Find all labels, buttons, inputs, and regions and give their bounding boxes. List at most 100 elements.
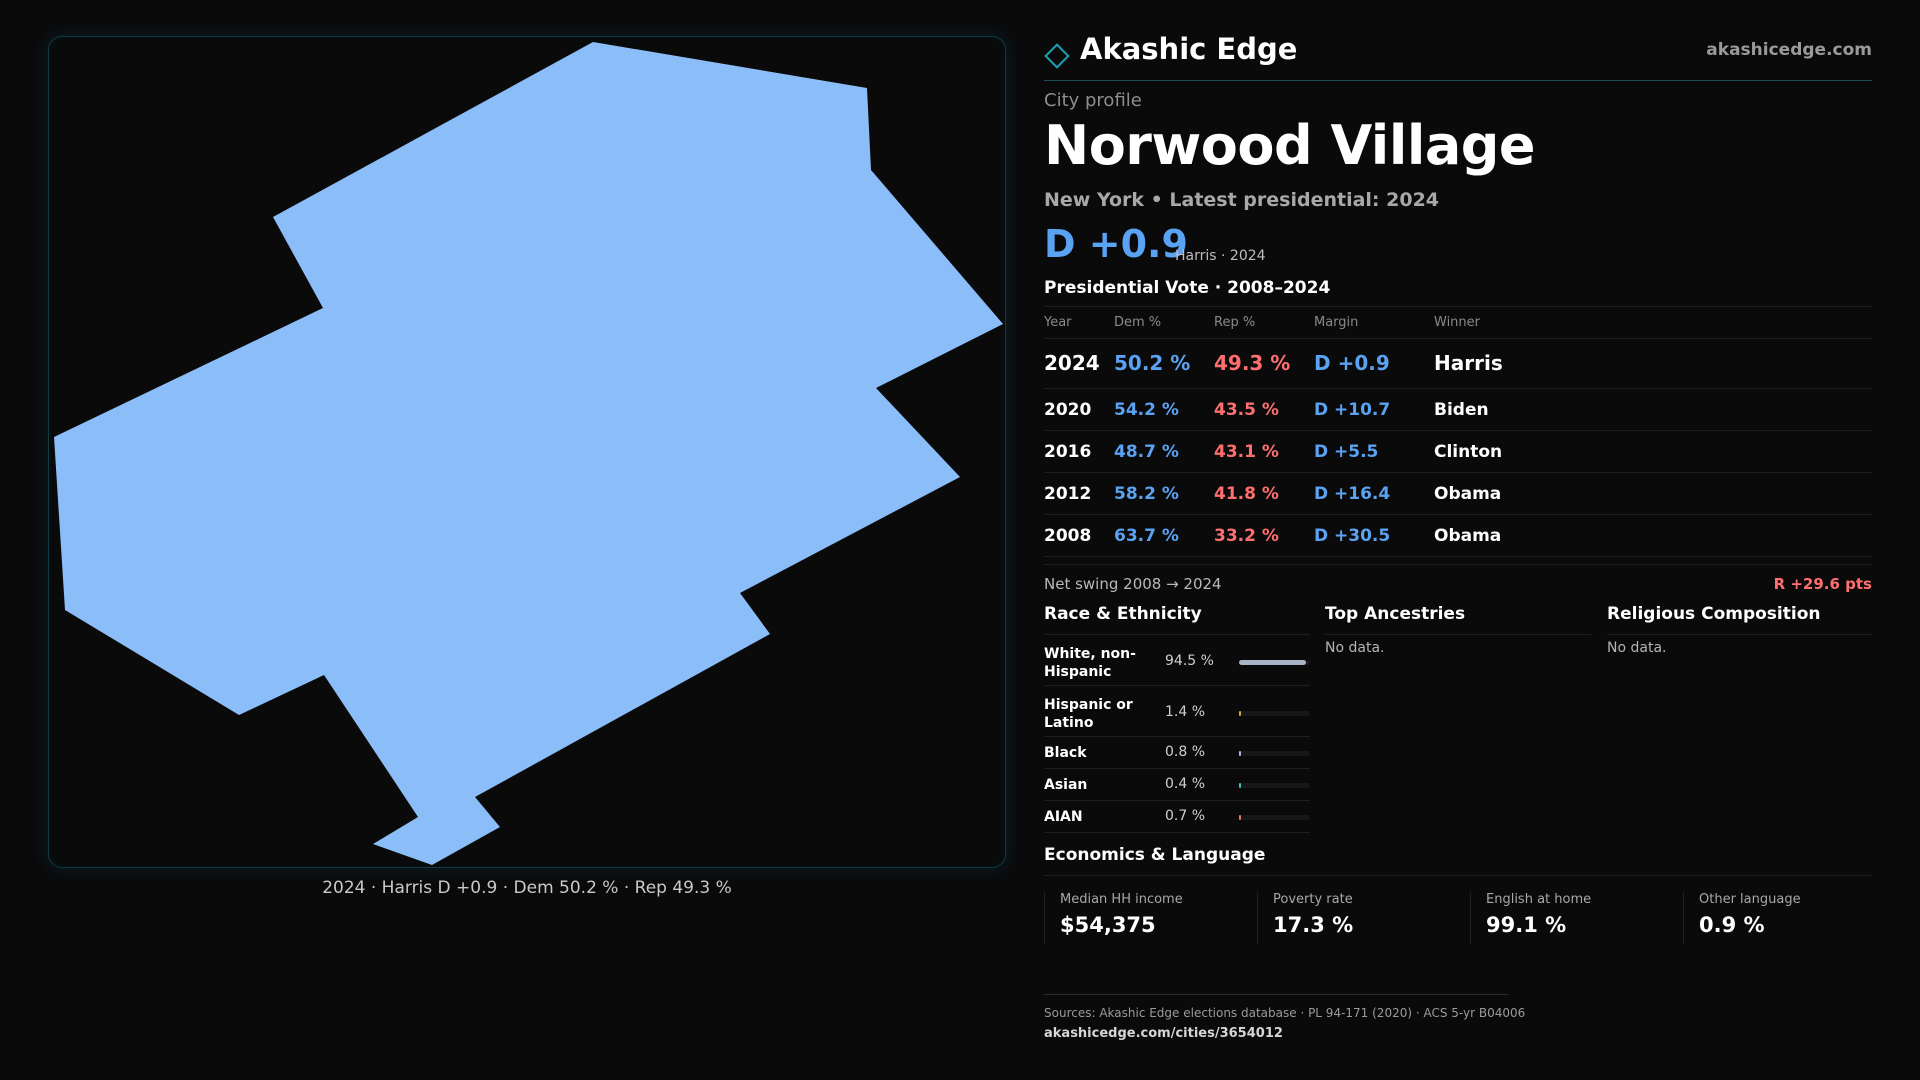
year-cell: 2016 <box>1044 442 1092 462</box>
race-bar-fill <box>1239 815 1241 820</box>
stat-value: 0.9 % <box>1699 913 1765 937</box>
rep-cell: 49.3 % <box>1214 351 1291 375</box>
race-bar-track <box>1239 711 1310 716</box>
year-cell: 2020 <box>1044 400 1092 420</box>
winner-cell: Obama <box>1434 484 1502 504</box>
margin-cell: D +10.7 <box>1314 400 1391 420</box>
rep-cell: 33.2 % <box>1214 526 1279 546</box>
stat-label: Poverty rate <box>1273 892 1353 907</box>
race-row: Black 0.8 % <box>1044 737 1310 769</box>
stat-label: Median HH income <box>1060 892 1183 907</box>
net-swing-row: Net swing 2008 → 2024 R +29.6 pts <box>1044 564 1872 595</box>
latest-margin-detail: Harris · 2024 <box>1175 248 1266 264</box>
page-url-link[interactable]: akashicedge.com/cities/3654012 <box>1044 1026 1283 1041</box>
race-bar-track <box>1239 815 1310 820</box>
race-bar-track <box>1239 783 1310 788</box>
winner-cell: Obama <box>1434 526 1502 546</box>
dem-cell: 50.2 % <box>1114 351 1191 375</box>
margin-cell: D +0.9 <box>1314 351 1390 375</box>
stat-other-language: Other language 0.9 % <box>1683 892 1801 944</box>
site-header: Akashic Edge akashicedge.com <box>1044 30 1872 81</box>
stat-value: 99.1 % <box>1486 913 1567 937</box>
race-label: AIAN <box>1044 809 1083 825</box>
race-label: White, non-Hispanic <box>1044 646 1136 680</box>
religion-empty-text: No data. <box>1607 640 1667 656</box>
race-label: Black <box>1044 745 1087 761</box>
net-swing-label: Net swing 2008 → 2024 <box>1044 575 1222 593</box>
economics-divider <box>1044 875 1872 876</box>
race-label: Hispanic or Latino <box>1044 697 1133 731</box>
rep-cell: 43.1 % <box>1214 442 1279 462</box>
rep-cell: 41.8 % <box>1214 484 1279 504</box>
map-caption: 2024 · Harris D +0.9 · Dem 50.2 % · Rep … <box>322 878 732 898</box>
table-row: 2024 50.2 % 49.3 % D +0.9 Harris <box>1044 339 1872 389</box>
year-cell: 2008 <box>1044 526 1092 546</box>
race-percent: 1.4 % <box>1165 704 1206 720</box>
race-percent: 0.8 % <box>1165 744 1206 760</box>
race-percent: 94.5 % <box>1165 653 1214 669</box>
dem-cell: 58.2 % <box>1114 484 1179 504</box>
dem-cell: 48.7 % <box>1114 442 1179 462</box>
race-bar-fill <box>1239 660 1307 665</box>
economics-section-title: Economics & Language <box>1044 845 1266 865</box>
table-row: 2008 63.7 % 33.2 % D +30.5 Obama <box>1044 515 1872 557</box>
table-row: 2016 48.7 % 43.1 % D +5.5 Clinton <box>1044 431 1872 473</box>
margin-cell: D +5.5 <box>1314 442 1379 462</box>
stat-label: Other language <box>1699 892 1801 907</box>
race-row: Hispanic or Latino 1.4 % <box>1044 686 1310 737</box>
page-title: Norwood Village <box>1044 114 1536 177</box>
winner-cell: Biden <box>1434 400 1489 420</box>
column-header-margin: Margin <box>1314 315 1359 330</box>
winner-cell: Clinton <box>1434 442 1503 462</box>
race-bar-track <box>1239 660 1310 665</box>
dem-cell: 63.7 % <box>1114 526 1179 546</box>
vote-table: Year Dem % Rep % Margin Winner 2024 50.2… <box>1044 306 1872 557</box>
stat-poverty-rate: Poverty rate 17.3 % <box>1257 892 1353 944</box>
table-row: 2012 58.2 % 41.8 % D +16.4 Obama <box>1044 473 1872 515</box>
religion-divider <box>1607 634 1872 635</box>
city-boundary-map <box>54 42 1003 865</box>
sources-text: Sources: Akashic Edge elections database… <box>1044 1006 1526 1020</box>
latest-margin: D +0.9 <box>1044 222 1188 266</box>
race-row: White, non-Hispanic 94.5 % <box>1044 635 1310 686</box>
vote-section-title: Presidential Vote · 2008–2024 <box>1044 278 1331 298</box>
year-cell: 2024 <box>1044 351 1100 375</box>
column-header-rep: Rep % <box>1214 315 1256 330</box>
city-meta: New York • Latest presidential: 2024 <box>1044 189 1440 211</box>
margin-cell: D +16.4 <box>1314 484 1391 504</box>
race-bar-track <box>1239 751 1310 756</box>
stat-median-income: Median HH income $54,375 <box>1044 892 1183 944</box>
race-row: AIAN 0.7 % <box>1044 801 1310 833</box>
winner-cell: Harris <box>1434 351 1503 375</box>
race-label: Asian <box>1044 777 1088 793</box>
column-header-winner: Winner <box>1434 315 1481 330</box>
footer-divider <box>1044 994 1508 995</box>
race-row: Asian 0.4 % <box>1044 769 1310 801</box>
net-swing-value: R +29.6 pts <box>1773 575 1872 593</box>
race-percent: 0.7 % <box>1165 808 1206 824</box>
stat-value: 17.3 % <box>1273 913 1354 937</box>
table-header-row: Year Dem % Rep % Margin Winner <box>1044 307 1872 339</box>
eyebrow-label: City profile <box>1044 90 1142 111</box>
ancestries-divider <box>1325 634 1591 635</box>
logo-diamond-icon <box>1044 43 1070 69</box>
religion-section-title: Religious Composition <box>1607 604 1821 624</box>
margin-cell: D +30.5 <box>1314 526 1391 546</box>
race-bar-fill <box>1239 711 1241 716</box>
ancestries-empty-text: No data. <box>1325 640 1385 656</box>
race-percent: 0.4 % <box>1165 776 1206 792</box>
stat-english-at-home: English at home 99.1 % <box>1470 892 1591 944</box>
race-bar-fill <box>1239 783 1241 788</box>
year-cell: 2012 <box>1044 484 1092 504</box>
city-boundary-shape <box>54 42 1003 865</box>
race-divider <box>1044 634 1310 635</box>
race-bar-fill <box>1239 751 1241 756</box>
ancestries-section-title: Top Ancestries <box>1325 604 1466 624</box>
stat-value: $54,375 <box>1060 913 1156 937</box>
dem-cell: 54.2 % <box>1114 400 1179 420</box>
site-link[interactable]: akashicedge.com <box>1706 40 1872 60</box>
race-section-title: Race & Ethnicity <box>1044 604 1202 624</box>
table-row: 2020 54.2 % 43.5 % D +10.7 Biden <box>1044 389 1872 431</box>
stat-label: English at home <box>1486 892 1592 907</box>
column-header-dem: Dem % <box>1114 315 1162 330</box>
